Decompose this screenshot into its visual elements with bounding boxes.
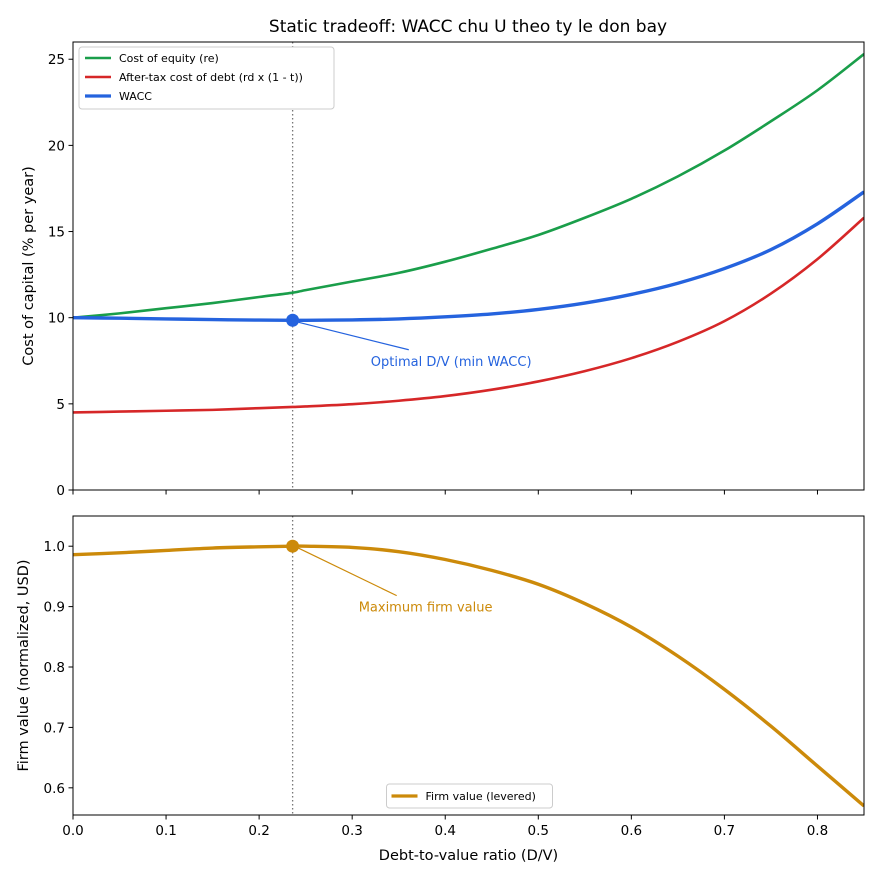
y-tick-label: 0 [56, 483, 65, 499]
panel-cost-of-capital: 0 5 10 15 20 25 Cost of capital (% per year) Op… [21, 41, 865, 499]
x-tick-label: 0.0 [62, 823, 83, 839]
x-tick-label: 0.1 [155, 823, 176, 839]
series-line-0 [73, 53, 864, 319]
legend-box [78, 46, 335, 110]
plot-frame [72, 41, 865, 491]
x-tick-label: 0.2 [248, 823, 269, 839]
y-axis-label: Firm value (normalized, USD) [16, 559, 32, 771]
chart-title: Static tradeoff: WACC chu U theo ty le d… [269, 17, 667, 37]
legend-label-2: WACC [119, 90, 152, 103]
annotation-text: Optimal D/V (min WACC) [371, 355, 532, 370]
y-tick-label: 0.7 [44, 720, 65, 736]
annotation-text: Maximum firm value [359, 601, 493, 616]
legend-box [386, 783, 553, 809]
y-tick-label: 10 [48, 311, 65, 327]
y-tick-label: 0.8 [44, 660, 65, 676]
x-tick-label: 0.4 [434, 823, 455, 839]
series-line-0 [73, 544, 864, 808]
x-tick-label: 0.8 [807, 823, 828, 839]
legend-label-1: After-tax cost of debt (rd x (1 - t)) [119, 71, 303, 84]
x-tick-label: 0.5 [528, 823, 549, 839]
y-tick-label: 0.9 [44, 600, 65, 616]
y-tick-label: 20 [48, 138, 65, 154]
y-tick-label: 1.0 [44, 539, 65, 555]
x-tick-label: 0.3 [341, 823, 362, 839]
y-tick-label: 5 [56, 397, 65, 413]
series-line-2 [73, 190, 864, 323]
series-group [73, 53, 864, 414]
y-tick-label: 15 [48, 225, 65, 241]
annotation-arrow [298, 321, 409, 351]
plot-frame [72, 515, 865, 816]
x-tick-label: 0.6 [621, 823, 642, 839]
optimum-marker [286, 539, 300, 553]
panel-firm-value: 0.0 0.1 0.2 0.3 0.4 0.5 0.6 0.7 0.8 0.6 0.7 0.8 0.9 1… [16, 515, 865, 864]
optimum-marker [286, 313, 300, 327]
series-line-1 [73, 216, 864, 414]
x-axis-label: Debt-to-value ratio (D/V) [379, 848, 558, 864]
series-group [73, 544, 864, 808]
annotation-arrow [298, 547, 397, 597]
y-tick-label: 0.6 [44, 781, 65, 797]
legend-label-0: Cost of equity (re) [119, 52, 219, 65]
y-axis-label: Cost of capital (% per year) [21, 166, 37, 365]
y-tick-label: 25 [48, 52, 65, 68]
x-tick-label: 0.7 [714, 823, 735, 839]
legend-label-0: Firm value (levered) [426, 790, 536, 803]
